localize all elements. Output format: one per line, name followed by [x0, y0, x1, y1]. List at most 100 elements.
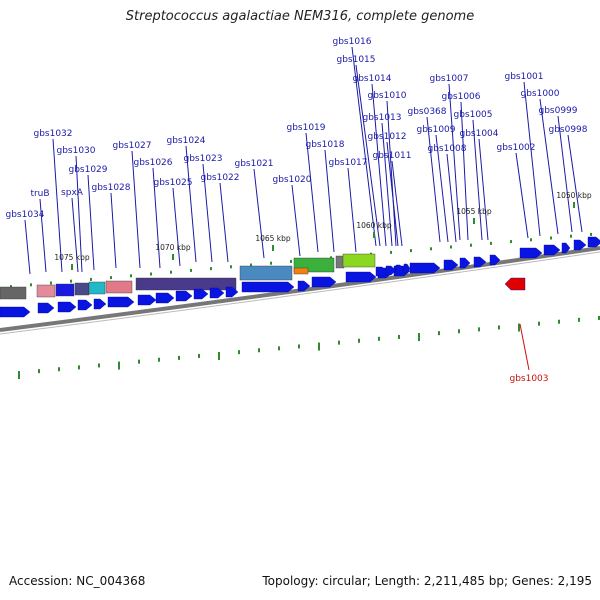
gene-label: gbs1034 — [5, 210, 44, 220]
gene-label: gbs1008 — [427, 144, 466, 154]
lower-tick — [58, 367, 60, 372]
colored-blocks — [0, 253, 376, 300]
minor-tick — [590, 232, 592, 236]
minor-tick — [430, 247, 432, 251]
gene-arrow — [443, 259, 459, 271]
gene-label: truB — [30, 189, 49, 199]
gene-arrow — [297, 280, 311, 292]
minor-tick — [330, 256, 332, 260]
gene-arrow — [137, 294, 157, 306]
lower-tick — [118, 361, 120, 370]
connector-line — [202, 163, 213, 263]
gene-label: gbs1018 — [305, 140, 344, 150]
gene-label: gbs1025 — [153, 178, 192, 188]
gene-arrow — [573, 239, 587, 251]
kbp-label: 1060 kbp — [356, 221, 392, 230]
minor-tick — [230, 265, 232, 269]
lower-tick — [418, 333, 420, 342]
label-connectors — [24, 46, 583, 371]
lower-tick — [378, 336, 380, 341]
minor-tick — [30, 283, 32, 287]
minor-tick — [470, 243, 472, 247]
connector-line — [253, 168, 265, 259]
gene-label: gbs1002 — [496, 143, 535, 153]
minor-tick — [190, 268, 192, 272]
connector-line — [386, 141, 399, 247]
gene-label: gbs1009 — [416, 125, 455, 135]
gene-label: gbs1010 — [367, 91, 406, 101]
gene-label: gbs1013 — [362, 113, 401, 123]
highlight-connector — [519, 323, 530, 371]
gene-label: gbs1004 — [459, 129, 498, 139]
genome-summary-text: Topology: circular; Length: 2,211,485 bp… — [262, 574, 592, 588]
gene-arrow — [0, 306, 31, 318]
minor-tick — [110, 276, 112, 280]
minor-tick — [210, 267, 212, 271]
gene-label: gbs1023 — [183, 154, 222, 164]
gene-arrow — [489, 254, 501, 266]
kbp-label: 1070 kbp — [155, 243, 191, 252]
gene-label: gbs0999 — [538, 106, 577, 116]
gene-arrow — [311, 276, 337, 288]
gene-arrow — [37, 302, 55, 314]
kbp-label: 1055 kbp — [456, 207, 492, 216]
minor-tick — [70, 279, 72, 283]
connector-line — [75, 155, 83, 273]
minor-tick — [150, 272, 152, 276]
connector-line — [381, 122, 393, 247]
gene-label: gbs1012 — [367, 132, 406, 142]
gene-arrow — [57, 301, 77, 313]
connector-line — [446, 153, 457, 243]
lower-tick — [338, 340, 340, 345]
gene-arrow — [193, 288, 209, 300]
gene-label: gbs1028 — [91, 183, 130, 193]
minor-tick — [490, 241, 492, 245]
connector-line — [371, 83, 387, 247]
gene-arrow — [155, 292, 175, 304]
minor-tick — [550, 236, 552, 240]
gene-block — [105, 280, 133, 294]
gene-label: gbs1000 — [520, 89, 559, 99]
gene-arrow — [561, 242, 571, 254]
lower-tick — [178, 355, 180, 360]
map-title: Streptococcus agalactiae NEM316, complet… — [125, 9, 475, 24]
gene-block — [88, 281, 106, 295]
kbp-label: 1065 kbp — [255, 234, 291, 243]
gene-label: gbs0368 — [407, 107, 446, 117]
gene-arrows — [0, 236, 600, 318]
connector-line — [347, 167, 357, 253]
connector-line — [435, 134, 449, 243]
connector-line — [523, 81, 541, 237]
gene-arrow — [459, 257, 471, 269]
minor-tick — [570, 234, 572, 238]
connector-line — [515, 152, 529, 239]
gene-label: gbs1015 — [336, 55, 375, 65]
connector-line — [110, 192, 117, 269]
minor-tick — [270, 261, 272, 265]
gene-label: gbs1030 — [56, 146, 95, 156]
gene-block — [55, 283, 75, 297]
connector-line — [87, 174, 95, 271]
minor-tick — [530, 238, 532, 242]
lower-tick — [318, 342, 320, 351]
connector-line — [131, 150, 141, 269]
lower-tick — [298, 344, 300, 349]
gene-label: gbs1005 — [453, 110, 492, 120]
connector-line — [152, 167, 161, 269]
gene-label: gbs1029 — [68, 165, 107, 175]
gene-labels: gbs1016 gbs1015 gbs1014 gbs1007 gbs1001 gbs10… — [5, 37, 587, 384]
minor-tick — [450, 245, 452, 249]
gene-arrow — [77, 299, 93, 311]
lower-tick — [538, 321, 540, 326]
gene-arrow — [473, 256, 487, 268]
gene-label: gbs0998 — [548, 125, 587, 135]
gene-arrow — [241, 281, 295, 293]
minor-tick — [90, 277, 92, 281]
gene-arrow — [519, 247, 543, 259]
lower-tick — [98, 363, 100, 368]
lower-tick — [238, 350, 240, 355]
gene-arrow — [345, 271, 377, 283]
lower-tick — [218, 352, 220, 361]
